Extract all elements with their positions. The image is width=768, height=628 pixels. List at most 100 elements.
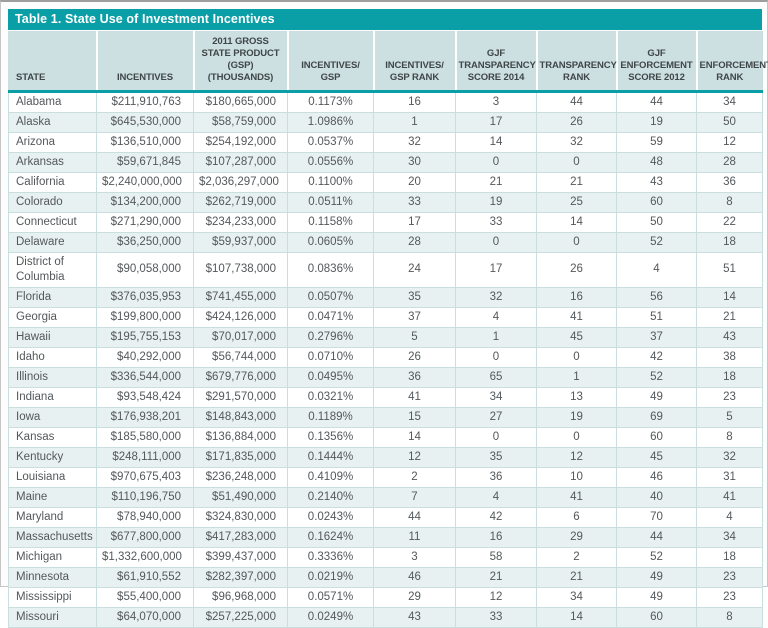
table-cell: 2: [536, 546, 617, 568]
table-cell: 33: [455, 211, 537, 233]
table-cell: 34: [536, 586, 617, 608]
table-cell: $107,738,000: [193, 251, 288, 288]
table-cell: Kentucky: [8, 446, 97, 468]
table-row: Florida $376,035,953 $741,455,000 0.0507% 35…: [8, 286, 763, 308]
table-cell: 44: [616, 526, 697, 548]
table-cell: 65: [455, 366, 537, 388]
table-cell: 0.0471%: [287, 306, 374, 328]
table-cell: 45: [616, 446, 697, 468]
table-cell: 22: [696, 211, 763, 233]
table-cell: 41: [696, 486, 763, 508]
table-cell: 0.1624%: [287, 526, 374, 548]
table-cell: 23: [696, 566, 763, 588]
table-cell: $93,548,424: [96, 386, 194, 408]
table-row: Michigan $1,332,600,000 $399,437,000 0.3336…: [8, 546, 763, 568]
table-row: Kentucky $248,111,000 $171,835,000 0.1444% 1…: [8, 446, 763, 468]
table-cell: $180,665,000: [193, 90, 288, 113]
header-row: STATE INCENTIVES 2011 GROSS STATE PRODUCT …: [8, 31, 768, 92]
table-cell: 60: [616, 606, 697, 628]
table-cell: 52: [616, 231, 697, 253]
table-cell: 6: [536, 506, 617, 528]
table-row: District of Columbia $90,058,000 $107,738,…: [8, 251, 763, 288]
table-cell: 15: [373, 406, 456, 428]
column-header-0: STATE: [8, 31, 97, 92]
table-cell: $176,938,201: [96, 406, 194, 428]
table-cell: 0.0605%: [287, 231, 374, 253]
table-cell: 8: [696, 606, 763, 628]
table-cell: $70,017,000: [193, 326, 288, 348]
table-cell: 19: [536, 406, 617, 428]
table-cell: $679,776,000: [193, 366, 288, 388]
table-cell: 13: [536, 386, 617, 408]
table-cell: $271,290,000: [96, 211, 194, 233]
table-cell: 51: [616, 306, 697, 328]
table-title-bar: Table 1. State Use of Investment Incenti…: [8, 9, 762, 30]
table-cell: $291,570,000: [193, 386, 288, 408]
table-cell: 1: [373, 111, 456, 133]
table-cell: 2: [373, 466, 456, 488]
table-cell: 17: [455, 111, 537, 133]
table-cell: 49: [616, 386, 697, 408]
table-cell: Idaho: [8, 346, 97, 368]
table-cell: $248,111,000: [96, 446, 194, 468]
table-cell: 40: [616, 486, 697, 508]
table-cell: Arkansas: [8, 151, 97, 173]
table-cell: 12: [455, 586, 537, 608]
table-cell: Illinois: [8, 366, 97, 388]
table-row: Massachusetts $677,800,000 $417,283,000 0.1…: [8, 526, 763, 548]
table-cell: 12: [536, 446, 617, 468]
table-cell: Hawaii: [8, 326, 97, 348]
table-cell: 0.0511%: [287, 191, 374, 213]
table-cell: 0.0249%: [287, 606, 374, 628]
column-header-2: 2011 GROSS STATE PRODUCT (GSP) (THOUSAND…: [192, 31, 288, 92]
table-row: Iowa $176,938,201 $148,843,000 0.1189% 15 27 1…: [8, 406, 763, 428]
table-cell: 49: [616, 566, 697, 588]
table-cell: 5: [373, 326, 456, 348]
table-row: Delaware $36,250,000 $59,937,000 0.0605% 28 0…: [8, 231, 763, 253]
table-body: Alabama $211,910,763 $180,665,000 0.1173% 16…: [8, 90, 763, 628]
table-cell: 51: [696, 251, 763, 288]
table-row: Arizona $136,510,000 $254,192,000 0.0537% 32…: [8, 131, 763, 153]
table-cell: 0.0556%: [287, 151, 374, 173]
table-cell: 4: [455, 486, 537, 508]
table-cell: $61,910,552: [96, 566, 194, 588]
table-cell: 1: [536, 366, 617, 388]
table-cell: 50: [696, 111, 763, 133]
table-cell: 26: [536, 251, 617, 288]
table-cell: Colorado: [8, 191, 97, 213]
table-cell: 49: [616, 586, 697, 608]
table-cell: 37: [373, 306, 456, 328]
table-cell: $55,400,000: [96, 586, 194, 608]
table-cell: 0: [455, 231, 537, 253]
table-cell: 0.1444%: [287, 446, 374, 468]
table-cell: 69: [616, 406, 697, 428]
table-cell: 18: [696, 366, 763, 388]
column-header-6: TRANSPARENCY RANK: [535, 31, 617, 92]
table-row: Indiana $93,548,424 $291,570,000 0.0321% 41 3…: [8, 386, 763, 408]
table-cell: 0.0710%: [287, 346, 374, 368]
column-header-8: ENFORCEMENT RANK: [695, 31, 768, 92]
table-cell: 21: [455, 171, 537, 193]
table-cell: 12: [373, 446, 456, 468]
table-cell: 46: [373, 566, 456, 588]
table-row: Connecticut $271,290,000 $234,233,000 0.115…: [8, 211, 763, 233]
table-cell: $136,510,000: [96, 131, 194, 153]
table-cell: 60: [616, 191, 697, 213]
table-cell: 0.0507%: [287, 286, 374, 308]
table-cell: $376,035,953: [96, 286, 194, 308]
table-cell: 33: [373, 191, 456, 213]
table-cell: 10: [536, 466, 617, 488]
table-cell: 0: [455, 426, 537, 448]
table-cell: $324,830,000: [193, 506, 288, 528]
incentives-table: STATE INCENTIVES 2011 GROSS STATE PRODUCT …: [8, 31, 768, 628]
table-cell: 20: [373, 171, 456, 193]
table-cell: Massachusetts: [8, 526, 97, 548]
table-row: Maryland $78,940,000 $324,830,000 0.0243% 44…: [8, 506, 763, 528]
table-cell: $171,835,000: [193, 446, 288, 468]
table-cell: 36: [696, 171, 763, 193]
table-cell: 0.0495%: [287, 366, 374, 388]
table-cell: 19: [455, 191, 537, 213]
table-cell: $262,719,000: [193, 191, 288, 213]
table-cell: $399,437,000: [193, 546, 288, 568]
table-cell: 4: [616, 251, 697, 288]
